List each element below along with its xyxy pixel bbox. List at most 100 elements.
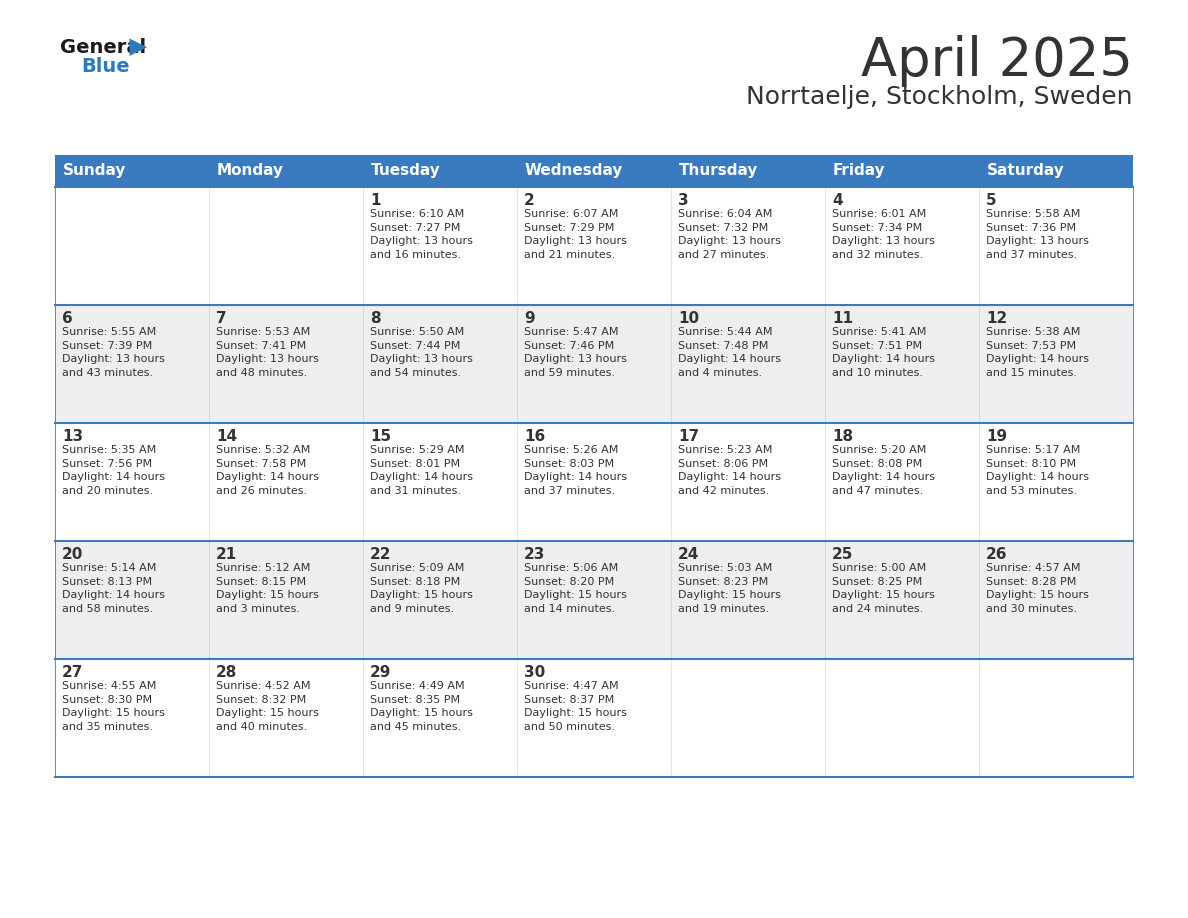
Text: 18: 18 xyxy=(832,429,853,444)
Text: 3: 3 xyxy=(678,193,689,208)
Bar xyxy=(209,423,364,541)
Bar xyxy=(364,541,517,659)
Bar xyxy=(671,659,824,777)
Text: Sunrise: 6:01 AM
Sunset: 7:34 PM
Daylight: 13 hours
and 32 minutes.: Sunrise: 6:01 AM Sunset: 7:34 PM Dayligh… xyxy=(832,209,935,260)
Bar xyxy=(55,155,209,187)
Polygon shape xyxy=(129,39,147,56)
Bar xyxy=(517,305,671,423)
Text: 24: 24 xyxy=(678,547,700,562)
Bar xyxy=(517,541,671,659)
Text: 11: 11 xyxy=(832,311,853,326)
Bar xyxy=(824,187,979,305)
Text: 21: 21 xyxy=(216,547,238,562)
Bar xyxy=(824,155,979,187)
Text: 30: 30 xyxy=(524,665,545,680)
Text: 20: 20 xyxy=(62,547,83,562)
Bar xyxy=(517,423,671,541)
Text: Sunrise: 5:20 AM
Sunset: 8:08 PM
Daylight: 14 hours
and 47 minutes.: Sunrise: 5:20 AM Sunset: 8:08 PM Dayligh… xyxy=(832,445,935,496)
Text: 27: 27 xyxy=(62,665,83,680)
Text: Sunrise: 5:12 AM
Sunset: 8:15 PM
Daylight: 15 hours
and 3 minutes.: Sunrise: 5:12 AM Sunset: 8:15 PM Dayligh… xyxy=(216,563,318,614)
Text: 26: 26 xyxy=(986,547,1007,562)
Bar xyxy=(824,305,979,423)
Text: 6: 6 xyxy=(62,311,72,326)
Bar xyxy=(517,155,671,187)
Bar xyxy=(979,187,1133,305)
Bar xyxy=(209,155,364,187)
Bar xyxy=(824,541,979,659)
Text: April 2025: April 2025 xyxy=(861,35,1133,87)
Text: Sunrise: 6:10 AM
Sunset: 7:27 PM
Daylight: 13 hours
and 16 minutes.: Sunrise: 6:10 AM Sunset: 7:27 PM Dayligh… xyxy=(369,209,473,260)
Bar xyxy=(55,659,209,777)
Text: Sunrise: 5:38 AM
Sunset: 7:53 PM
Daylight: 14 hours
and 15 minutes.: Sunrise: 5:38 AM Sunset: 7:53 PM Dayligh… xyxy=(986,327,1089,378)
Text: Norrtaelje, Stockholm, Sweden: Norrtaelje, Stockholm, Sweden xyxy=(746,85,1133,109)
Text: Sunrise: 5:03 AM
Sunset: 8:23 PM
Daylight: 15 hours
and 19 minutes.: Sunrise: 5:03 AM Sunset: 8:23 PM Dayligh… xyxy=(678,563,781,614)
Text: 28: 28 xyxy=(216,665,238,680)
Text: Sunrise: 5:00 AM
Sunset: 8:25 PM
Daylight: 15 hours
and 24 minutes.: Sunrise: 5:00 AM Sunset: 8:25 PM Dayligh… xyxy=(832,563,935,614)
Text: 10: 10 xyxy=(678,311,699,326)
Text: Sunrise: 5:23 AM
Sunset: 8:06 PM
Daylight: 14 hours
and 42 minutes.: Sunrise: 5:23 AM Sunset: 8:06 PM Dayligh… xyxy=(678,445,781,496)
Bar xyxy=(979,155,1133,187)
Text: Sunrise: 5:35 AM
Sunset: 7:56 PM
Daylight: 14 hours
and 20 minutes.: Sunrise: 5:35 AM Sunset: 7:56 PM Dayligh… xyxy=(62,445,165,496)
Text: Wednesday: Wednesday xyxy=(525,163,624,178)
Text: 8: 8 xyxy=(369,311,380,326)
Text: Sunrise: 6:07 AM
Sunset: 7:29 PM
Daylight: 13 hours
and 21 minutes.: Sunrise: 6:07 AM Sunset: 7:29 PM Dayligh… xyxy=(524,209,627,260)
Bar xyxy=(364,187,517,305)
Text: 29: 29 xyxy=(369,665,391,680)
Text: Sunrise: 5:44 AM
Sunset: 7:48 PM
Daylight: 14 hours
and 4 minutes.: Sunrise: 5:44 AM Sunset: 7:48 PM Dayligh… xyxy=(678,327,781,378)
Text: Sunrise: 5:55 AM
Sunset: 7:39 PM
Daylight: 13 hours
and 43 minutes.: Sunrise: 5:55 AM Sunset: 7:39 PM Dayligh… xyxy=(62,327,165,378)
Bar xyxy=(979,423,1133,541)
Text: Saturday: Saturday xyxy=(987,163,1064,178)
Bar xyxy=(55,541,209,659)
Bar xyxy=(55,305,209,423)
Text: Monday: Monday xyxy=(217,163,284,178)
Text: 13: 13 xyxy=(62,429,83,444)
Bar xyxy=(671,541,824,659)
Text: Sunrise: 4:57 AM
Sunset: 8:28 PM
Daylight: 15 hours
and 30 minutes.: Sunrise: 4:57 AM Sunset: 8:28 PM Dayligh… xyxy=(986,563,1089,614)
Bar xyxy=(364,305,517,423)
Text: Sunrise: 4:47 AM
Sunset: 8:37 PM
Daylight: 15 hours
and 50 minutes.: Sunrise: 4:47 AM Sunset: 8:37 PM Dayligh… xyxy=(524,681,627,732)
Bar xyxy=(671,305,824,423)
Text: Sunrise: 5:29 AM
Sunset: 8:01 PM
Daylight: 14 hours
and 31 minutes.: Sunrise: 5:29 AM Sunset: 8:01 PM Dayligh… xyxy=(369,445,473,496)
Text: 4: 4 xyxy=(832,193,842,208)
Text: Sunrise: 4:52 AM
Sunset: 8:32 PM
Daylight: 15 hours
and 40 minutes.: Sunrise: 4:52 AM Sunset: 8:32 PM Dayligh… xyxy=(216,681,318,732)
Bar xyxy=(364,155,517,187)
Text: Sunrise: 5:06 AM
Sunset: 8:20 PM
Daylight: 15 hours
and 14 minutes.: Sunrise: 5:06 AM Sunset: 8:20 PM Dayligh… xyxy=(524,563,627,614)
Text: Tuesday: Tuesday xyxy=(371,163,441,178)
Bar xyxy=(364,659,517,777)
Text: Sunrise: 4:55 AM
Sunset: 8:30 PM
Daylight: 15 hours
and 35 minutes.: Sunrise: 4:55 AM Sunset: 8:30 PM Dayligh… xyxy=(62,681,165,732)
Text: 23: 23 xyxy=(524,547,545,562)
Bar xyxy=(517,187,671,305)
Text: 22: 22 xyxy=(369,547,392,562)
Text: 1: 1 xyxy=(369,193,380,208)
Text: Sunrise: 5:41 AM
Sunset: 7:51 PM
Daylight: 14 hours
and 10 minutes.: Sunrise: 5:41 AM Sunset: 7:51 PM Dayligh… xyxy=(832,327,935,378)
Text: Sunrise: 5:53 AM
Sunset: 7:41 PM
Daylight: 13 hours
and 48 minutes.: Sunrise: 5:53 AM Sunset: 7:41 PM Dayligh… xyxy=(216,327,318,378)
Bar xyxy=(671,155,824,187)
Text: General: General xyxy=(61,38,146,57)
Bar xyxy=(671,187,824,305)
Text: Thursday: Thursday xyxy=(680,163,758,178)
Text: 16: 16 xyxy=(524,429,545,444)
Bar xyxy=(824,423,979,541)
Text: Sunrise: 4:49 AM
Sunset: 8:35 PM
Daylight: 15 hours
and 45 minutes.: Sunrise: 4:49 AM Sunset: 8:35 PM Dayligh… xyxy=(369,681,473,732)
Text: 14: 14 xyxy=(216,429,238,444)
Text: Sunrise: 5:32 AM
Sunset: 7:58 PM
Daylight: 14 hours
and 26 minutes.: Sunrise: 5:32 AM Sunset: 7:58 PM Dayligh… xyxy=(216,445,320,496)
Text: Sunrise: 5:09 AM
Sunset: 8:18 PM
Daylight: 15 hours
and 9 minutes.: Sunrise: 5:09 AM Sunset: 8:18 PM Dayligh… xyxy=(369,563,473,614)
Bar xyxy=(209,541,364,659)
Bar xyxy=(824,659,979,777)
Text: Sunrise: 5:14 AM
Sunset: 8:13 PM
Daylight: 14 hours
and 58 minutes.: Sunrise: 5:14 AM Sunset: 8:13 PM Dayligh… xyxy=(62,563,165,614)
Text: 12: 12 xyxy=(986,311,1007,326)
Bar xyxy=(979,305,1133,423)
Bar xyxy=(209,187,364,305)
Text: Sunrise: 5:50 AM
Sunset: 7:44 PM
Daylight: 13 hours
and 54 minutes.: Sunrise: 5:50 AM Sunset: 7:44 PM Dayligh… xyxy=(369,327,473,378)
Text: Friday: Friday xyxy=(833,163,885,178)
Text: 9: 9 xyxy=(524,311,535,326)
Text: Sunrise: 6:04 AM
Sunset: 7:32 PM
Daylight: 13 hours
and 27 minutes.: Sunrise: 6:04 AM Sunset: 7:32 PM Dayligh… xyxy=(678,209,781,260)
Bar xyxy=(979,541,1133,659)
Bar xyxy=(209,659,364,777)
Text: Sunday: Sunday xyxy=(63,163,126,178)
Text: Sunrise: 5:17 AM
Sunset: 8:10 PM
Daylight: 14 hours
and 53 minutes.: Sunrise: 5:17 AM Sunset: 8:10 PM Dayligh… xyxy=(986,445,1089,496)
Bar xyxy=(55,187,209,305)
Text: Sunrise: 5:26 AM
Sunset: 8:03 PM
Daylight: 14 hours
and 37 minutes.: Sunrise: 5:26 AM Sunset: 8:03 PM Dayligh… xyxy=(524,445,627,496)
Text: 7: 7 xyxy=(216,311,227,326)
Bar xyxy=(517,659,671,777)
